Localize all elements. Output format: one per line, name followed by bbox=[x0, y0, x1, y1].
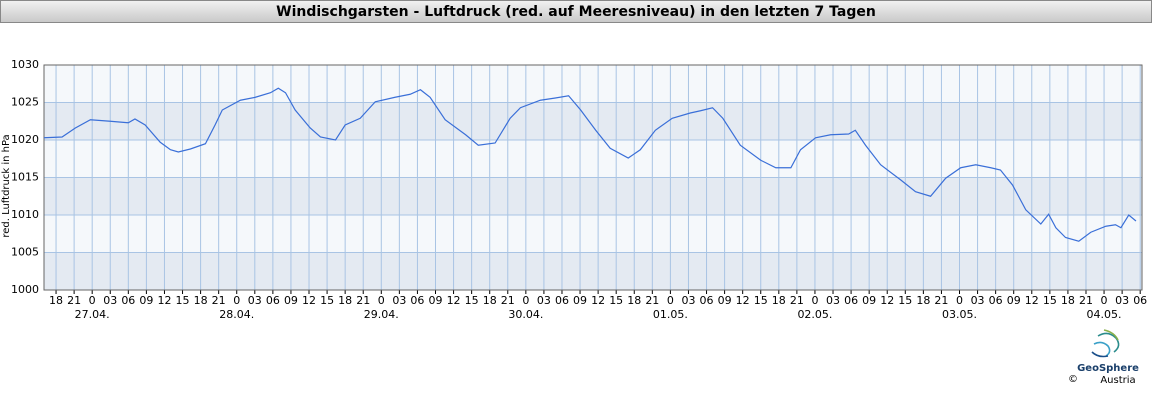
x-tick-label: 18 bbox=[194, 294, 208, 307]
x-tick-label: 0 bbox=[811, 294, 818, 307]
x-tick-label: 12 bbox=[880, 294, 894, 307]
x-tick-label: 21 bbox=[67, 294, 81, 307]
x-tick-label: 06 bbox=[989, 294, 1003, 307]
x-tick-label: 09 bbox=[428, 294, 442, 307]
x-tick-label: 18 bbox=[483, 294, 497, 307]
day-label: 30.04. bbox=[508, 308, 543, 321]
x-tick-label: 0 bbox=[522, 294, 529, 307]
x-tick-label: 03 bbox=[826, 294, 840, 307]
logo-name: GeoSphere bbox=[1077, 363, 1139, 374]
x-tick-label: 12 bbox=[736, 294, 750, 307]
x-tick-label: 03 bbox=[971, 294, 985, 307]
line bbox=[43, 87, 1137, 242]
x-tick-label: 03 bbox=[537, 294, 551, 307]
day-label: 29.04. bbox=[364, 308, 399, 321]
x-tick-label: 21 bbox=[645, 294, 659, 307]
band bbox=[44, 215, 1142, 253]
x-tick-label: 03 bbox=[248, 294, 262, 307]
day-label: 02.05. bbox=[797, 308, 832, 321]
x-tick-label: 06 bbox=[410, 294, 424, 307]
band bbox=[44, 140, 1142, 178]
x-tick-label: 21 bbox=[934, 294, 948, 307]
y-tick-label: 1000 bbox=[11, 283, 39, 296]
y-tick-label: 1020 bbox=[11, 133, 39, 146]
x-tick-label: 12 bbox=[302, 294, 316, 307]
x-tick-label: 15 bbox=[754, 294, 768, 307]
day-label: 27.04. bbox=[75, 308, 110, 321]
x-tick-label: 18 bbox=[916, 294, 930, 307]
x-tick-label: 15 bbox=[898, 294, 912, 307]
x-tick-label: 15 bbox=[320, 294, 334, 307]
day-label: 04.05. bbox=[1087, 308, 1122, 321]
x-tick-label: 21 bbox=[501, 294, 515, 307]
x-tick-label: 15 bbox=[1043, 294, 1057, 307]
band bbox=[44, 65, 1142, 103]
x-tick-label: 15 bbox=[465, 294, 479, 307]
logo-mark bbox=[1091, 329, 1120, 358]
x-tick-label: 03 bbox=[681, 294, 695, 307]
band bbox=[44, 102, 1142, 140]
x-tick-label: 09 bbox=[284, 294, 298, 307]
x-tick-label: 21 bbox=[790, 294, 804, 307]
x-tick-label: 12 bbox=[591, 294, 605, 307]
x-tick-label: 06 bbox=[555, 294, 569, 307]
y-axis-label: red. Luftdruck in hPa bbox=[1, 134, 12, 237]
x-tick-label: 18 bbox=[1061, 294, 1075, 307]
x-tick-label: 15 bbox=[176, 294, 190, 307]
x-tick-label: 12 bbox=[1025, 294, 1039, 307]
plot-frame bbox=[43, 64, 1143, 291]
plot-area: 1000 1005 1010 1015 1020 1025 1030 18 21 0 03 06 09 1… bbox=[11, 58, 1147, 321]
x-tick-label: 0 bbox=[1101, 294, 1108, 307]
y-tick-label: 1025 bbox=[11, 96, 39, 109]
x-tick-label: 0 bbox=[667, 294, 674, 307]
x-tick-label: 09 bbox=[139, 294, 153, 307]
copyright: © bbox=[1068, 374, 1078, 385]
band bbox=[44, 177, 1142, 215]
y-tick-label: 1015 bbox=[11, 171, 39, 184]
x-tick-label: 09 bbox=[718, 294, 732, 307]
y-tick-label: 1030 bbox=[11, 58, 39, 71]
x-tick-label: 18 bbox=[49, 294, 63, 307]
x-tick-label: 0 bbox=[956, 294, 963, 307]
x-tick-label: 0 bbox=[89, 294, 96, 307]
x-tick-label: 06 bbox=[1133, 294, 1147, 307]
x-tick-label: 18 bbox=[338, 294, 352, 307]
x-tick-label: 09 bbox=[573, 294, 587, 307]
x-tick-label: 03 bbox=[1115, 294, 1129, 307]
y-tick-label: 1005 bbox=[11, 246, 39, 259]
x-tick-label: 06 bbox=[844, 294, 858, 307]
band bbox=[44, 252, 1142, 290]
x-tick-label: 18 bbox=[627, 294, 641, 307]
x-tick-label: 15 bbox=[609, 294, 623, 307]
chart-title: Windischgarsten - Luftdruck (red. auf Me… bbox=[276, 4, 876, 20]
x-tick-label: 03 bbox=[392, 294, 406, 307]
x-tick-label: 12 bbox=[447, 294, 461, 307]
x-tick-label: 09 bbox=[862, 294, 876, 307]
x-tick-label: 0 bbox=[378, 294, 385, 307]
day-label: 01.05. bbox=[653, 308, 688, 321]
y-tick-label: 1010 bbox=[11, 208, 39, 221]
day-label: 28.04. bbox=[219, 308, 254, 321]
x-tick-label: 12 bbox=[157, 294, 171, 307]
x-tick-label: 21 bbox=[212, 294, 226, 307]
x-tick-label: 06 bbox=[700, 294, 714, 307]
x-tick-label: 03 bbox=[103, 294, 117, 307]
x-tick-label: 21 bbox=[356, 294, 370, 307]
x-tick-label: 18 bbox=[772, 294, 786, 307]
x-tick-label: 09 bbox=[1007, 294, 1021, 307]
x-tick-label: 0 bbox=[233, 294, 240, 307]
logo-subname: Austria bbox=[1100, 375, 1135, 386]
x-tick-label: 06 bbox=[266, 294, 280, 307]
day-label: 03.05. bbox=[942, 308, 977, 321]
x-tick-label: 21 bbox=[1079, 294, 1093, 307]
x-tick-label: 06 bbox=[121, 294, 135, 307]
